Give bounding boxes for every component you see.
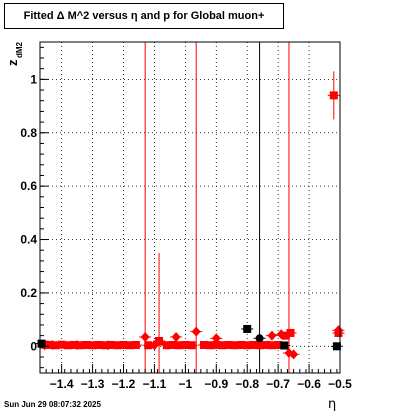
plot-frame	[39, 41, 341, 374]
data-point-square	[206, 341, 215, 350]
data-point-square	[57, 340, 66, 349]
y-tick-label: 0	[30, 339, 37, 353]
x-tick-label: −1.1	[143, 377, 167, 391]
y-axis-label-main: z	[5, 59, 20, 66]
data-point-square	[162, 341, 171, 350]
data-point-square	[88, 341, 97, 350]
x-tick-label: −0.8	[235, 377, 259, 391]
data-point-square	[280, 341, 289, 350]
data-point-square	[230, 341, 239, 350]
data-point-square	[218, 341, 227, 350]
x-tick-label: −1.3	[81, 377, 105, 391]
data-point-square	[94, 340, 103, 349]
data-point-diamond	[171, 331, 181, 342]
y-tick-label: 0.8	[20, 126, 37, 140]
data-point-square	[131, 340, 140, 349]
data-point-square	[281, 331, 290, 340]
data-point-square	[144, 341, 153, 350]
y-tick-label: 0.6	[20, 179, 37, 193]
data-point-diamond	[149, 340, 159, 351]
x-tick-label: −0.9	[204, 377, 228, 391]
y-axis-label: z dM2	[5, 41, 24, 66]
data-point-square	[155, 336, 164, 345]
data-point-square	[249, 340, 258, 349]
data-point-square	[181, 340, 190, 349]
data-point-square	[237, 340, 246, 349]
data-point-square	[329, 91, 338, 100]
data-point-circle	[255, 334, 264, 343]
data-point-square	[119, 340, 128, 349]
x-tick-label: −1.4	[50, 377, 74, 391]
x-tick-label: −0.5	[328, 377, 352, 391]
data-point-square	[274, 340, 283, 349]
data-point-diamond	[191, 326, 201, 337]
data-point-square	[187, 341, 196, 350]
data-point-square	[168, 340, 177, 349]
x-tick-label: −1	[179, 377, 193, 391]
data-point-square	[267, 341, 276, 350]
x-axis-label: η	[328, 397, 337, 412]
data-point-square	[286, 328, 295, 337]
axis-ticks: −1.4 −1.3 −1.2 −1.1 −1 −0.9 −0.8 −0.7 −0.6 −0.5 0 0…	[20, 46, 352, 391]
data-point-square	[63, 341, 72, 350]
grid-lines	[40, 42, 340, 373]
error-bars	[35, 42, 345, 373]
data-point-diamond	[276, 329, 286, 340]
data-point-diamond	[47, 339, 57, 350]
y-axis-label-sub: dM2	[15, 41, 24, 58]
x-tick-label: −0.6	[297, 377, 321, 391]
y-tick-label: 0.4	[20, 233, 37, 247]
data-point-square	[332, 342, 341, 351]
data-point-square	[175, 341, 184, 350]
data-point-diamond	[72, 339, 82, 350]
data-point-diamond	[267, 330, 277, 341]
data-point-square	[212, 340, 221, 349]
data-point-square	[224, 340, 233, 349]
data-point-square	[261, 340, 270, 349]
x-tick-label: −1.2	[112, 377, 136, 391]
data-point-square	[243, 324, 252, 333]
data-point-square	[82, 340, 91, 349]
data-point-square	[255, 341, 264, 350]
y-tick-label: 1	[30, 72, 37, 86]
data-point-diamond	[103, 340, 113, 351]
data-point-diamond	[211, 333, 221, 344]
data-point-square	[37, 339, 46, 348]
data-point-square	[243, 341, 252, 350]
y-tick-label: 0.2	[20, 286, 37, 300]
data-point-square	[113, 341, 122, 350]
data-point-square	[125, 341, 134, 350]
x-tick-label: −0.7	[266, 377, 290, 391]
timestamp-footer: Sun Jun 29 08:07:32 2025	[4, 400, 101, 409]
data-point-diamond	[289, 349, 299, 360]
data-point-square	[199, 340, 208, 349]
data-markers	[37, 91, 343, 360]
chart-title: Fitted Δ M^2 versus η and p for Global m…	[4, 3, 284, 29]
data-point-diamond	[333, 325, 343, 336]
data-point-diamond	[140, 331, 150, 342]
